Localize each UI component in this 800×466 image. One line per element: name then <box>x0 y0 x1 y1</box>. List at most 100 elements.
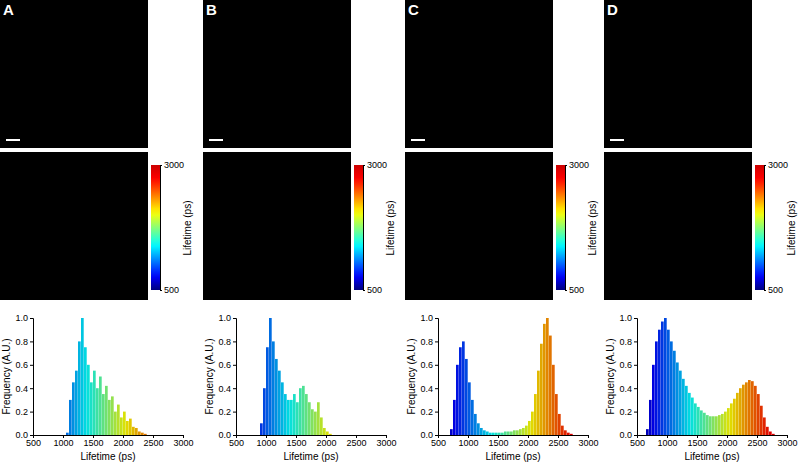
bar <box>712 416 715 435</box>
scale-bar <box>610 139 624 141</box>
tick-label: 2500 <box>143 438 163 448</box>
bar <box>468 382 471 435</box>
colorbar-axis: 5003000 <box>160 160 184 295</box>
x-axis: 50010001500200025003000 <box>26 435 194 448</box>
tick-mark <box>233 412 236 413</box>
bar <box>492 433 495 435</box>
bar <box>504 431 507 435</box>
bar <box>329 434 332 435</box>
tick-label: 0.4 <box>218 384 231 394</box>
panel-label: A <box>3 1 14 18</box>
bar <box>245 435 248 436</box>
bar <box>123 412 126 435</box>
x-axis-title: Lifetime (ps) <box>80 451 135 462</box>
bar <box>254 435 257 436</box>
colorbar-axis: 5003000 <box>565 160 589 295</box>
bar <box>311 409 314 435</box>
bar <box>281 382 284 435</box>
bar <box>480 428 483 435</box>
tick-mark <box>435 318 438 319</box>
tick-label: 1500 <box>286 438 306 448</box>
x-axis-title: Lifetime (ps) <box>485 451 540 462</box>
bar <box>447 435 450 436</box>
bar <box>302 386 305 435</box>
bar <box>724 412 727 435</box>
tick: 0.4 <box>420 384 438 394</box>
bar <box>462 341 465 435</box>
tick: 0.4 <box>15 384 33 394</box>
tick-mark <box>565 290 567 291</box>
tick-label: 0.6 <box>218 360 231 370</box>
bar <box>513 430 516 435</box>
tick: 1500 <box>488 435 508 448</box>
bar <box>766 427 769 435</box>
tick: 3000 <box>777 435 797 448</box>
tick-label: 0.4 <box>619 384 632 394</box>
tick: 0.8 <box>218 337 236 347</box>
bar <box>784 435 787 436</box>
bar <box>694 403 697 435</box>
bar <box>93 371 96 435</box>
bar <box>242 435 245 436</box>
tick: 1000 <box>458 435 478 448</box>
tick-label: 2000 <box>316 438 336 448</box>
tick: 2000 <box>518 435 538 448</box>
bar <box>471 400 474 435</box>
bar <box>296 402 299 435</box>
panel: D5003000Lifetime (ps)0.00.20.40.60.81.05… <box>604 0 798 462</box>
tick: 3000 <box>173 435 193 448</box>
colorbar-title: Lifetime (ps) <box>182 200 193 255</box>
bar <box>69 400 72 435</box>
colorbar <box>151 165 160 290</box>
bar <box>332 435 335 436</box>
tick-label: 0.2 <box>420 407 433 417</box>
tick-label: 0.2 <box>619 407 632 417</box>
bar <box>54 435 57 436</box>
y-axis-title: Frequency (A.U.) <box>406 338 417 414</box>
x-axis: 50010001500200025003000 <box>630 435 798 448</box>
tick-mark <box>634 412 637 413</box>
axis-line <box>566 166 568 291</box>
tick-label: 3000 <box>376 438 396 448</box>
bar <box>272 341 275 435</box>
bar <box>703 413 706 435</box>
colorbar-axis: 5003000 <box>764 160 788 295</box>
bar <box>552 365 555 435</box>
tick-label: 1000 <box>458 438 478 448</box>
bar <box>162 435 165 436</box>
bar <box>534 394 537 435</box>
colorbar-title: Lifetime (ps) <box>385 200 396 255</box>
bar <box>567 433 570 435</box>
bar <box>685 386 688 435</box>
tick: 3000 <box>578 435 598 448</box>
bar <box>257 435 260 436</box>
bar <box>775 435 778 436</box>
tick-label: 0.6 <box>619 360 632 370</box>
bar <box>239 435 242 436</box>
bar <box>60 435 63 436</box>
bar <box>486 431 489 435</box>
tick: 1000 <box>657 435 677 448</box>
tick-label: 1000 <box>657 438 677 448</box>
tick-label: 1.0 <box>15 313 28 323</box>
bar <box>757 394 760 435</box>
tick: 1.0 <box>619 313 637 323</box>
tick: 0.4 <box>218 384 236 394</box>
bar <box>171 435 174 436</box>
tick-mark <box>634 341 637 342</box>
bar <box>769 431 772 435</box>
bar <box>537 371 540 435</box>
bar <box>465 359 468 435</box>
bar <box>266 347 269 435</box>
y-axis: 0.00.20.40.60.81.0 <box>218 313 236 440</box>
bar <box>772 434 775 435</box>
tick: 500 <box>630 435 645 448</box>
bar <box>745 382 748 435</box>
bar <box>531 412 534 435</box>
tick: 2500 <box>548 435 568 448</box>
colorbar <box>556 165 565 290</box>
tick-mark <box>233 341 236 342</box>
tick: 3000 <box>764 160 788 170</box>
bar <box>320 417 323 435</box>
bar <box>359 435 362 436</box>
